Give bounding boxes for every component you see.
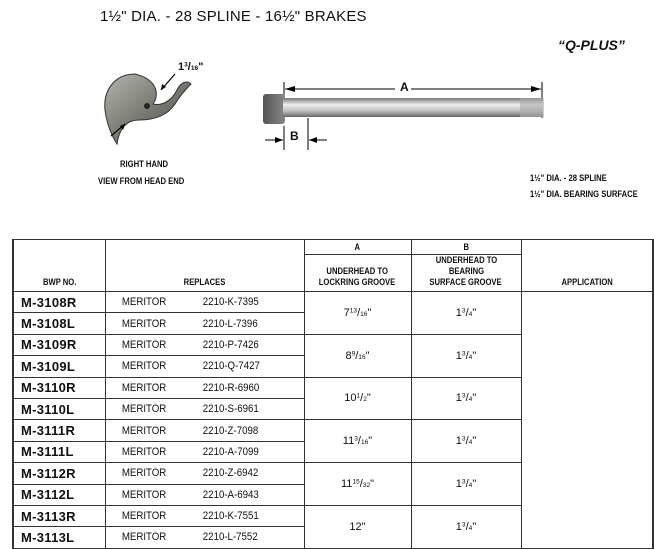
dimension-b: 13/4" — [410, 333, 522, 378]
part-number: 2210-Q-7427 — [202, 360, 260, 373]
part-number: 2210-K-7551 — [202, 510, 259, 523]
part-number: 2210-L-7552 — [202, 531, 258, 544]
dimension-a: 101/2" — [303, 376, 412, 421]
make: MERITOR — [121, 488, 166, 501]
part-number: 2210-A-7099 — [202, 445, 259, 458]
replaces-cell: MERITOR 2210-K-7395 — [104, 290, 305, 314]
fraction-value: 1115/32" — [340, 478, 375, 491]
make: MERITOR — [121, 296, 166, 309]
fraction-value: 13/4" — [455, 392, 477, 405]
bwp-number: M-3110R — [12, 376, 106, 399]
fraction-value: 13/4" — [455, 306, 477, 319]
replaces-cell: MERITOR 2210-P-7426 — [104, 333, 305, 357]
make: MERITOR — [121, 360, 166, 373]
table-row: M-3112R MERITOR 2210-Z-6942 1115/32" 13/4" — [12, 462, 653, 506]
fraction-value: 13/4" — [455, 520, 477, 533]
bwp-number: M-3112L — [12, 483, 106, 506]
spec-line-2: 1½" DIA. BEARING SURFACE — [530, 189, 638, 199]
cam-illustration — [104, 73, 192, 146]
make: MERITOR — [121, 424, 166, 437]
replaces-cell: MERITOR 2210-A-7099 — [104, 440, 305, 464]
header-a-desc: UNDERHEAD TO LOCKRING GROOVE — [303, 254, 412, 292]
dimension-a: 12" — [303, 504, 412, 549]
cam-dimension: 13/16" — [178, 61, 204, 73]
make: MERITOR — [121, 467, 166, 480]
replaces-cell: MERITOR 2210-R-6960 — [104, 376, 305, 399]
dimension-b: 13/4" — [410, 462, 522, 506]
replaces-cell: MERITOR 2210-Z-7098 — [104, 419, 305, 442]
fraction-value: 13/4" — [455, 435, 477, 448]
replaces-cell: MERITOR 2210-K-7551 — [104, 504, 305, 528]
dimension-b-label: B — [290, 129, 299, 143]
dimension-a-label: A — [400, 80, 409, 94]
bwp-number: M-3112R — [12, 462, 106, 485]
dimension-a: 1115/32" — [303, 462, 412, 506]
part-number: 2210-L-7396 — [202, 317, 258, 330]
fraction-value: 113/16" — [342, 435, 373, 448]
fraction-value: 12" — [349, 520, 366, 533]
replaces-cell: MERITOR 2210-L-7552 — [104, 526, 305, 549]
part-number: 2210-P-7426 — [202, 338, 259, 351]
dimension-a: 113/16" — [303, 419, 412, 464]
header-b: B — [410, 239, 522, 255]
parts-table: BWP NO. REPLACES A B APPLICATION UNDERHE… — [12, 239, 654, 549]
header-replaces: REPLACES — [104, 239, 305, 292]
cam-caption-1: RIGHT HAND — [120, 159, 169, 169]
dimension-a: 89/16" — [303, 333, 412, 378]
table-row: M-3110R MERITOR 2210-R-6960 101/2" 13/4" — [12, 376, 653, 421]
bwp-number: M-3113R — [12, 504, 106, 528]
make: MERITOR — [121, 317, 166, 330]
header-bwp: BWP NO. — [12, 239, 106, 292]
dimension-b: 13/4" — [410, 504, 522, 549]
bwp-number: M-3109L — [12, 355, 106, 378]
part-number: 2210-K-7395 — [202, 296, 259, 309]
header-b-desc: UNDERHEAD TO BEARING SURFACE GROOVE — [410, 254, 522, 292]
replaces-cell: MERITOR 2210-L-7396 — [104, 312, 305, 335]
bwp-number: M-3110L — [12, 397, 106, 421]
bwp-number: M-3111L — [12, 440, 106, 464]
part-number: 2210-Z-7098 — [202, 424, 258, 437]
table-row: M-3109R MERITOR 2210-P-7426 89/16" 13/4" — [12, 333, 653, 378]
bwp-number: M-3108R — [12, 290, 106, 314]
fraction-value: 713/16" — [343, 306, 372, 319]
bwp-number: M-3108L — [12, 312, 106, 335]
bwp-number: M-3109R — [12, 333, 106, 357]
make: MERITOR — [121, 338, 166, 351]
dimension-b: 13/4" — [410, 291, 522, 335]
spec-line-1: 1½" DIA. - 28 SPLINE — [530, 173, 607, 183]
dimension-b: 13/4" — [410, 419, 522, 464]
make: MERITOR — [121, 445, 166, 458]
fraction-value: 101/2" — [344, 392, 371, 405]
fraction-value: 13/4" — [455, 349, 477, 362]
replaces-cell: MERITOR 2210-Z-6942 — [104, 462, 305, 485]
make: MERITOR — [121, 381, 166, 394]
part-number: 2210-A-6943 — [202, 488, 259, 501]
bwp-number: M-3113L — [12, 526, 106, 549]
make: MERITOR — [121, 403, 166, 416]
header-application: APPLICATION — [520, 239, 654, 292]
part-number: 2210-S-6961 — [202, 403, 259, 416]
header-a: A — [303, 239, 412, 255]
series-label: “Q-PLUS” — [558, 37, 625, 53]
part-number: 2210-R-6960 — [202, 381, 259, 394]
camshaft-illustration — [263, 82, 544, 150]
replaces-cell: MERITOR 2210-S-6961 — [104, 397, 305, 421]
fraction-value: 13/4" — [455, 478, 477, 491]
table-row: M-3111R MERITOR 2210-Z-7098 113/16" 13/4" — [12, 419, 653, 464]
bwp-number: M-3111R — [12, 419, 106, 442]
fraction-value: 89/16" — [345, 349, 370, 362]
application-cell — [520, 291, 654, 549]
table-row: M-3108L MERITOR 2210-L-7396 — [12, 312, 653, 335]
make: MERITOR — [121, 510, 166, 523]
replaces-cell: MERITOR 2210-Q-7427 — [104, 355, 305, 378]
table-row: M-3111L MERITOR 2210-A-7099 — [12, 440, 653, 464]
dimension-b: 13/4" — [410, 376, 522, 421]
replaces-cell: MERITOR 2210-A-6943 — [104, 483, 305, 506]
make: MERITOR — [121, 531, 166, 544]
part-number: 2210-Z-6942 — [202, 467, 258, 480]
page-title: 1½" DIA. - 28 SPLINE - 16½" BRAKES — [100, 8, 367, 25]
cam-caption-2: VIEW FROM HEAD END — [98, 176, 185, 186]
dimension-a: 713/16" — [303, 291, 412, 335]
table-row: M-3108R MERITOR 2210-K-7395 713/16" 13/4" — [12, 290, 654, 549]
